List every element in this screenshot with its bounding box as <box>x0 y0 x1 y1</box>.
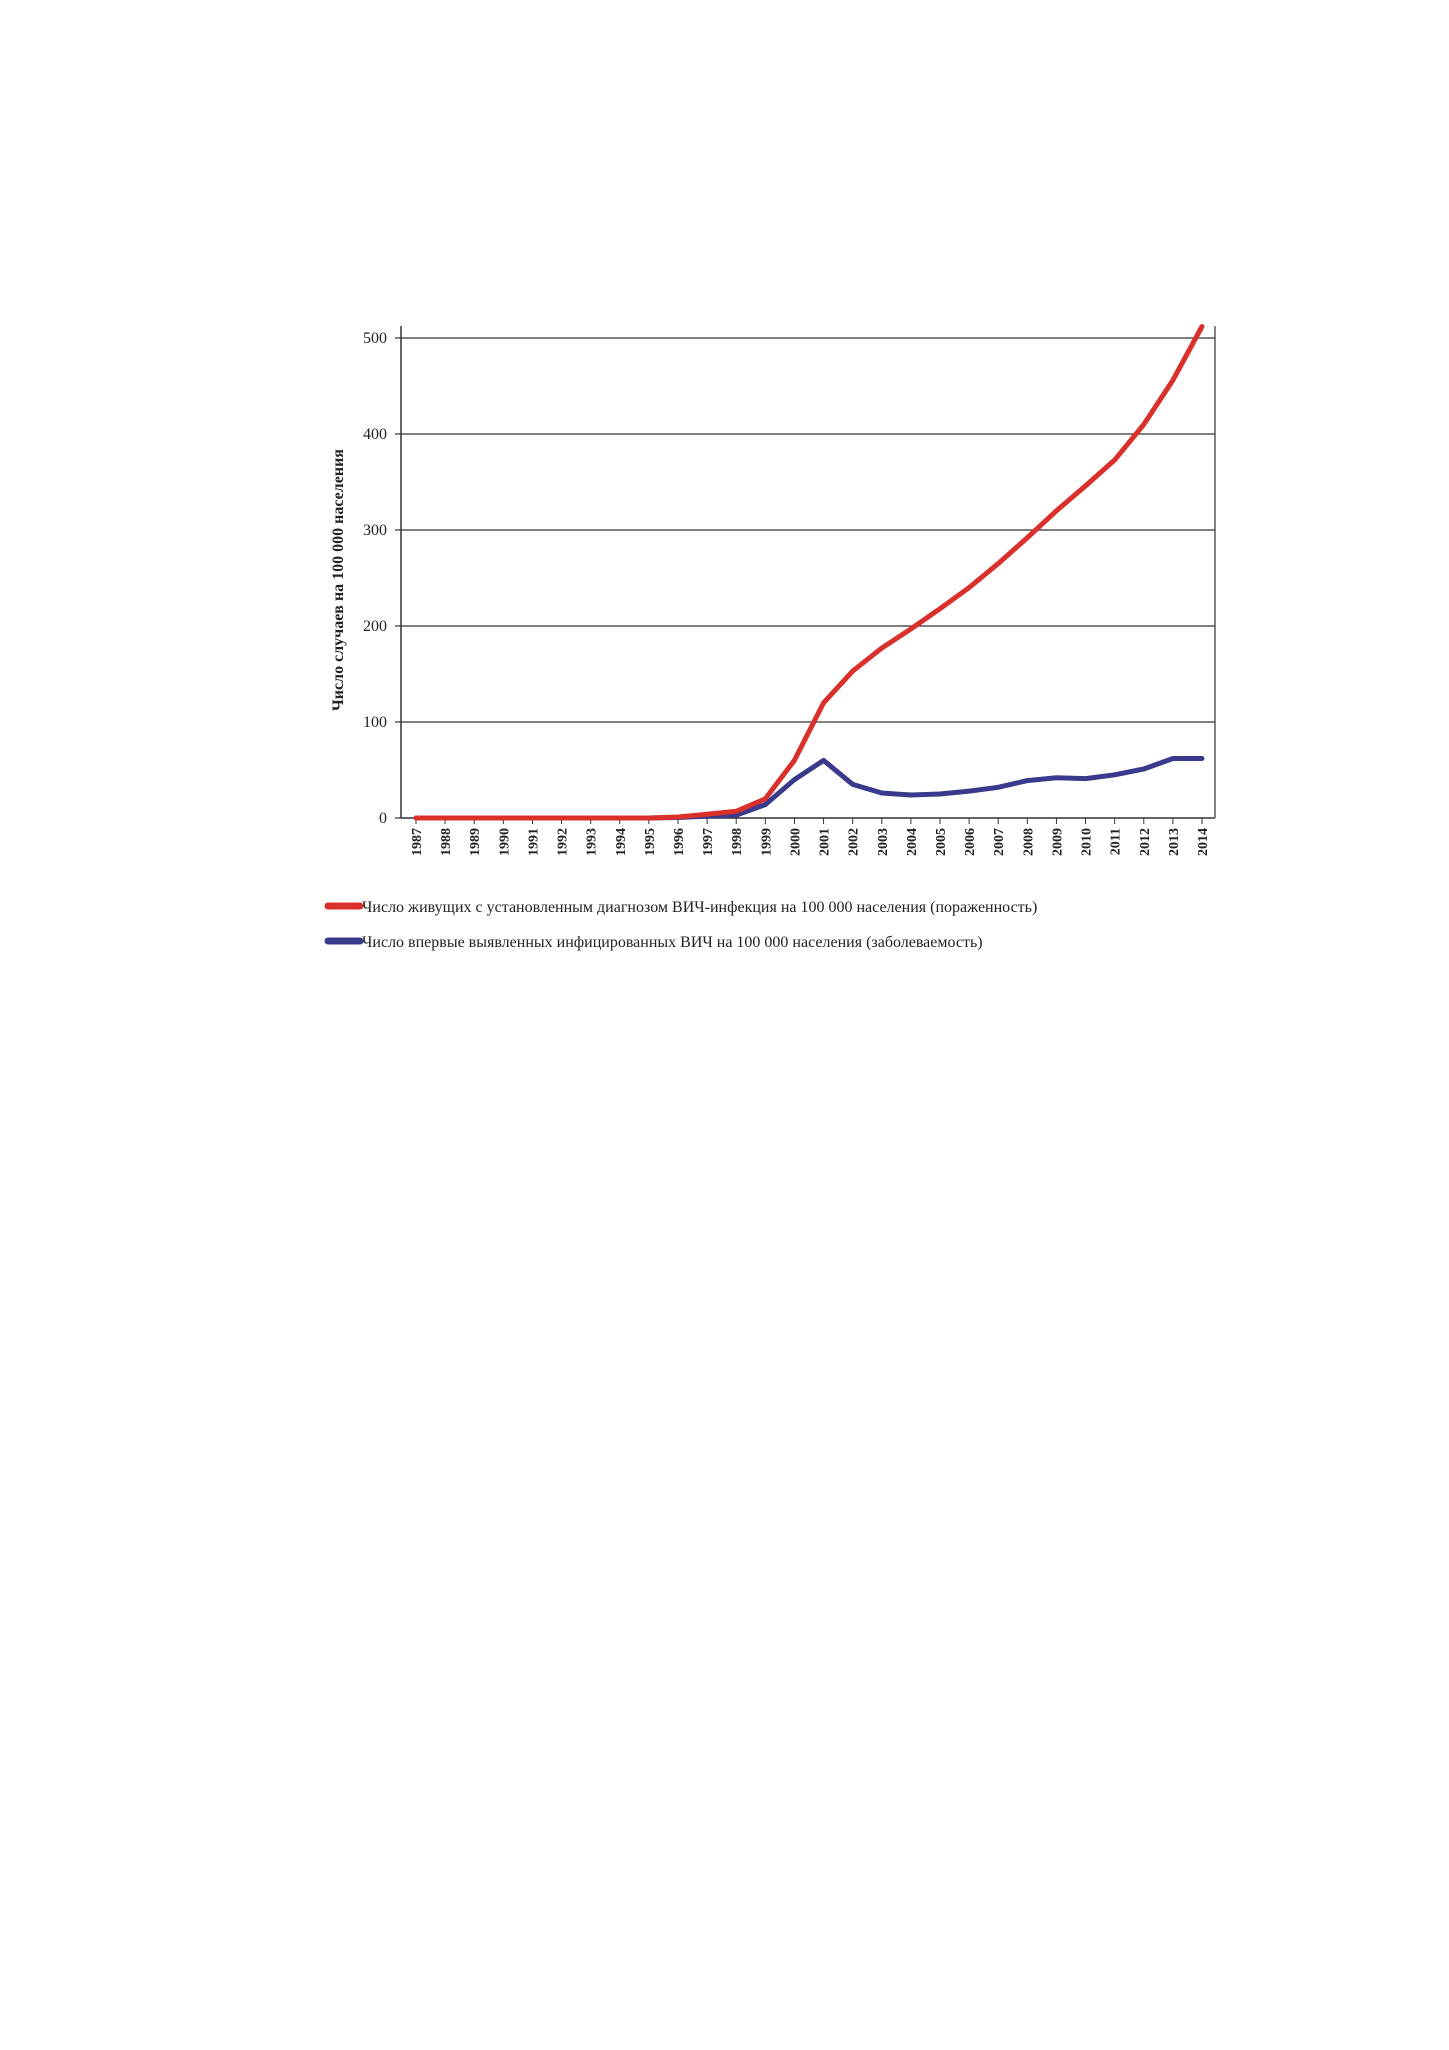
legend-label-1: Число впервые выявленных инфицированных … <box>362 934 983 951</box>
x-tick-label: 1996 <box>672 828 687 856</box>
x-tick-label: 2014 <box>1196 828 1211 856</box>
x-tick-label: 1987 <box>410 828 425 856</box>
series-line-0 <box>413 324 1205 821</box>
y-tick-label: 200 <box>363 618 387 635</box>
x-tick-labels: 1987 1988 1989 1990 1991 1992 1993 1994 1995 1996… <box>410 818 1211 856</box>
y-tick-label: 0 <box>379 810 387 827</box>
x-tick-label: 2001 <box>818 828 833 856</box>
x-tick-label: 1995 <box>643 828 658 856</box>
y-tick-label: 300 <box>363 522 387 539</box>
x-tick-label: 1994 <box>614 828 629 856</box>
x-tick-label: 1989 <box>468 828 483 856</box>
y-axis-label: Число случаев на 100 000 населения <box>330 449 347 711</box>
x-tick-label: 1993 <box>585 828 600 856</box>
x-tick-label: 1992 <box>556 828 571 856</box>
x-tick-label: 1998 <box>730 828 745 856</box>
x-tick-label: 2005 <box>934 828 949 856</box>
x-tick-label: 2008 <box>1021 828 1036 856</box>
x-tick-label: 2013 <box>1167 828 1182 856</box>
x-tick-label: 2000 <box>788 828 803 856</box>
x-tick-label: 2002 <box>847 828 862 856</box>
x-tick-label: 2007 <box>992 828 1007 856</box>
x-tick-label: 2006 <box>963 828 978 856</box>
x-tick-label: 1990 <box>497 828 512 856</box>
x-tick-label: 2011 <box>1109 828 1124 855</box>
x-tick-label: 1997 <box>701 828 716 856</box>
y-tick-label: 400 <box>363 426 387 443</box>
y-tick-label: 100 <box>363 714 387 731</box>
grid-lines <box>401 337 1215 723</box>
x-tick-label: 1988 <box>439 828 454 856</box>
x-tick-label: 2012 <box>1138 828 1153 856</box>
x-tick-label: 2010 <box>1080 828 1095 856</box>
axes <box>400 326 1216 819</box>
x-tick-label: 2004 <box>905 828 920 856</box>
series-line-1 <box>413 756 1205 821</box>
x-tick-label: 2003 <box>876 828 891 856</box>
x-tick-label: 1991 <box>526 828 541 856</box>
legend: Число живущих с установленным диагнозом … <box>324 899 1037 951</box>
x-tick-label: 1999 <box>759 828 774 856</box>
y-tick-labels: 0 100 200 300 400 500 <box>363 330 401 827</box>
x-tick-label: 2009 <box>1050 828 1065 856</box>
legend-label-0: Число живущих с установленным диагнозом … <box>362 899 1037 916</box>
series-lines <box>413 324 1205 821</box>
y-tick-label: 500 <box>363 330 387 347</box>
